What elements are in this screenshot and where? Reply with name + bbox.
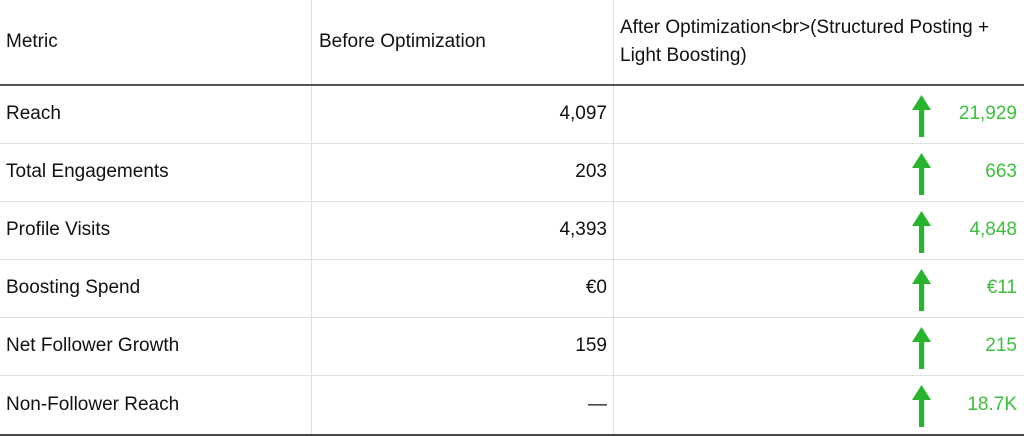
after-value: 663 xyxy=(985,161,1017,183)
before-value-cell: — xyxy=(312,376,614,434)
metric-cell: Total Engagements xyxy=(0,144,312,201)
after-value: €11 xyxy=(986,277,1017,299)
increase-arrow-icon xyxy=(912,211,931,253)
increase-arrow-icon xyxy=(912,95,931,137)
metric-cell: Net Follower Growth xyxy=(0,318,312,375)
metric-cell: Reach xyxy=(0,86,312,143)
increase-arrow-icon xyxy=(912,327,931,369)
after-value-cell: 21,929 xyxy=(614,86,1024,143)
before-value-cell: 4,393 xyxy=(312,202,614,259)
after-value-cell: 18.7K xyxy=(614,376,1024,434)
increase-arrow-icon xyxy=(912,269,931,311)
increase-arrow-icon xyxy=(912,153,931,195)
after-value-cell: 215 xyxy=(614,318,1024,375)
before-value-cell: €0 xyxy=(312,260,614,317)
after-value: 215 xyxy=(985,335,1017,357)
table-row: Total Engagements 203 663 xyxy=(0,144,1024,202)
metric-cell: Non-Follower Reach xyxy=(0,376,312,434)
after-value: 18.7K xyxy=(967,393,1017,415)
after-value-cell: €11 xyxy=(614,260,1024,317)
after-value-cell: 663 xyxy=(614,144,1024,201)
before-value-cell: 4,097 xyxy=(312,86,614,143)
after-value: 21,929 xyxy=(958,103,1017,125)
column-header-metric: Metric xyxy=(0,0,312,84)
table-row: Non-Follower Reach — 18.7K xyxy=(0,376,1024,434)
table-header-row: Metric Before Optimization After Optimiz… xyxy=(0,0,1024,86)
table-row: Net Follower Growth 159 215 xyxy=(0,318,1024,376)
table-row: Boosting Spend €0 €11 xyxy=(0,260,1024,318)
column-header-after: After Optimization<br>(Structured Postin… xyxy=(620,17,990,66)
after-value-cell: 4,848 xyxy=(614,202,1024,259)
metric-cell: Profile Visits xyxy=(0,202,312,259)
before-value-cell: 159 xyxy=(312,318,614,375)
table-row: Reach 4,097 21,929 xyxy=(0,86,1024,144)
column-header-before: Before Optimization xyxy=(312,0,614,84)
table-row: Profile Visits 4,393 4,848 xyxy=(0,202,1024,260)
after-value: 4,848 xyxy=(969,219,1017,241)
increase-arrow-icon xyxy=(912,385,931,427)
before-value-cell: 203 xyxy=(312,144,614,201)
metric-cell: Boosting Spend xyxy=(0,260,312,317)
